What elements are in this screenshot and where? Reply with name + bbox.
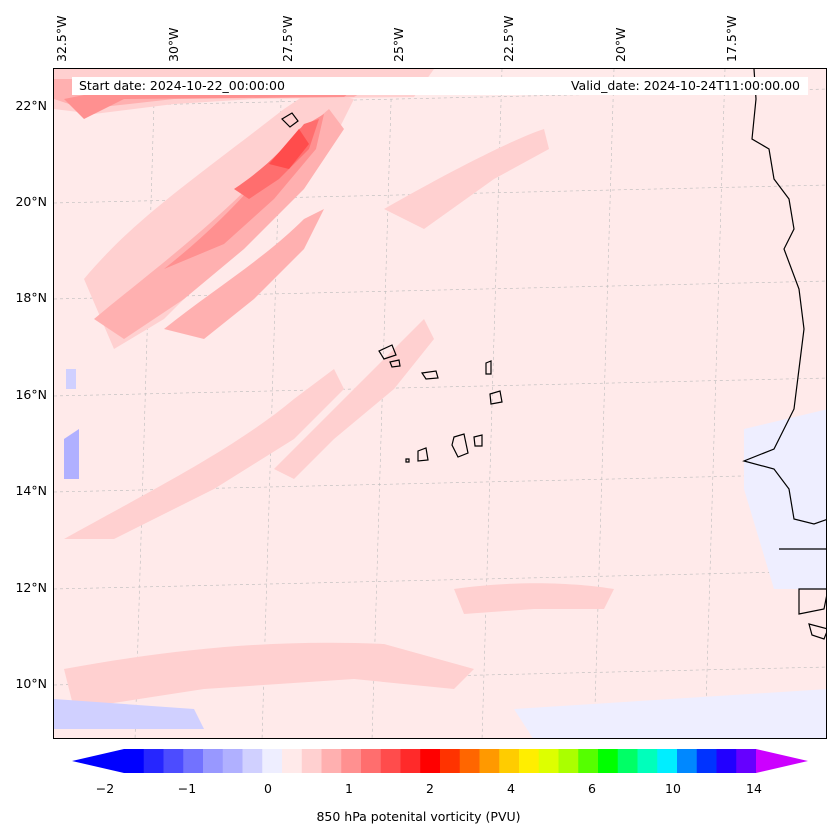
colorbar-cell (479, 749, 500, 773)
colorbar-cell (380, 749, 401, 773)
map-panel (53, 68, 827, 739)
colorbar-cell (301, 749, 322, 773)
colorbar-cell (637, 749, 658, 773)
gridline-parallel (54, 377, 826, 397)
gridline-meridian (261, 69, 283, 738)
colorbar-cell (242, 749, 263, 773)
pv-contours-positive (54, 69, 614, 709)
colorbar-cell (696, 749, 717, 773)
colorbar-cell (617, 749, 638, 773)
colorbar-cell (578, 749, 599, 773)
colorbar-cell (440, 749, 461, 773)
date-info-bar: Start date: 2024-10-22_00:00:00 Valid_da… (72, 77, 808, 95)
longitude-label: 17.5°W (724, 15, 739, 62)
latitude-label: 16°N (15, 387, 47, 402)
gridline-meridian (134, 69, 156, 738)
colorbar-cell (716, 749, 737, 773)
colorbar-cell (519, 749, 540, 773)
colorbar-tick-label: 2 (426, 781, 434, 796)
colorbar (72, 749, 808, 773)
colorbar-cell (459, 749, 480, 773)
gridlines (54, 69, 826, 738)
colorbar-cell (124, 749, 145, 773)
longitude-label: 25°W (391, 27, 406, 62)
longitude-label: 30°W (166, 27, 181, 62)
colorbar-tick-label: 14 (746, 781, 762, 796)
latitude-label: 12°N (15, 580, 47, 595)
longitude-label: 22.5°W (501, 15, 516, 62)
latitude-label: 20°N (15, 194, 47, 209)
colorbar-cell (361, 749, 382, 773)
longitude-label: 20°W (613, 27, 628, 62)
colorbar-extend-min (72, 749, 124, 773)
colorbar-tick-label: 10 (665, 781, 681, 796)
colorbar-cell (203, 749, 224, 773)
colorbar-cell (499, 749, 520, 773)
colorbar-cell (143, 749, 164, 773)
longitude-label: 27.5°W (280, 15, 295, 62)
colorbar-cell (677, 749, 698, 773)
colorbar-cell (282, 749, 303, 773)
gridline-meridian (704, 69, 726, 738)
start-date-label: Start date: 2024-10-22_00:00:00 (79, 78, 285, 93)
colorbar-tick-label: 6 (588, 781, 596, 796)
colorbar-title: 850 hPa potenital vorticity (PVU) (316, 809, 521, 824)
colorbar-cell (222, 749, 243, 773)
cape-verde-islands (281, 112, 503, 463)
colorbar-cell (538, 749, 559, 773)
colorbar-tick-label: −1 (177, 781, 197, 796)
pv-field-map (54, 69, 826, 738)
colorbar-cell (558, 749, 579, 773)
latitude-label: 14°N (15, 483, 47, 498)
colorbar-cell (598, 749, 619, 773)
colorbar-cell (400, 749, 421, 773)
colorbar-tick-label: 1 (345, 781, 353, 796)
colorbar-cell (657, 749, 678, 773)
gridline-parallel (54, 570, 826, 590)
gridline-meridian (593, 69, 615, 738)
colorbar-cell (736, 749, 757, 773)
latitude-label: 22°N (15, 98, 47, 113)
colorbar-extend-max (756, 749, 808, 773)
latitude-label: 10°N (15, 676, 47, 691)
colorbar-cell (420, 749, 441, 773)
coastline (742, 69, 826, 640)
colorbar-tick-label: 4 (507, 781, 515, 796)
colorbar-cell (262, 749, 283, 773)
gridline-meridian (371, 69, 393, 738)
gridline-meridian (481, 69, 503, 738)
colorbar-tick-label: 0 (264, 781, 272, 796)
latitude-label: 18°N (15, 290, 47, 305)
colorbar-cell (341, 749, 362, 773)
colorbar-cell (321, 749, 342, 773)
pv-contours-negative (54, 369, 826, 738)
longitude-label: 32.5°W (54, 15, 69, 62)
colorbar-cell (163, 749, 184, 773)
colorbar-cell (183, 749, 204, 773)
valid-date-label: Valid_date: 2024-10-24T11:00:00.00 (570, 78, 800, 93)
colorbar-tick-label: −2 (95, 781, 115, 796)
